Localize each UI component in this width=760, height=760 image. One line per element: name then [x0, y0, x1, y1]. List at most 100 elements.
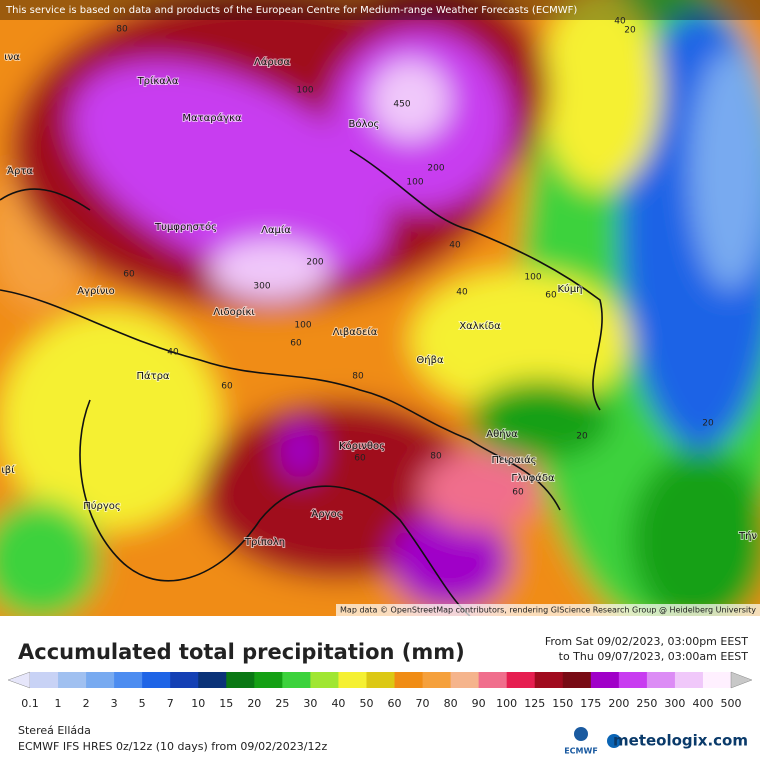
contour-label: 100 — [406, 178, 423, 188]
colorbar-tick-label: 3 — [111, 697, 118, 710]
city-label: Ματαράγκα — [182, 112, 242, 124]
city-label: Λιδορίκι — [213, 306, 255, 318]
colorbar-swatch — [58, 672, 87, 688]
colorbar-tick-label: 10 — [191, 697, 205, 710]
city-label: Τήν — [738, 530, 757, 542]
city-label: Τυμφρηστός — [154, 221, 217, 233]
colorbar-tick-label: 50 — [359, 697, 373, 710]
colorbar-tick-label: 100 — [496, 697, 517, 710]
ecmwf-text: ECMWF — [564, 747, 598, 756]
colorbar-tick-label: 15 — [219, 697, 233, 710]
colorbar-swatch — [590, 672, 620, 688]
model-run: ECMWF IFS HRES 0z/12z (10 days) from 09/… — [18, 740, 328, 753]
city-label: Χαλκίδα — [459, 320, 501, 332]
contour-label: 200 — [427, 164, 444, 174]
colorbar-swatch — [422, 672, 452, 688]
contour-label: 200 — [306, 258, 323, 268]
colorbar-tick-label: 250 — [636, 697, 657, 710]
city-label: Τρίκαλα — [137, 75, 179, 87]
colorbar-swatch — [534, 672, 564, 688]
city-label: Λιβαδεία — [333, 326, 378, 338]
colorbar-swatch — [506, 672, 536, 688]
city-label: Γλυφάδα — [511, 472, 555, 484]
ecmwf-logo — [574, 727, 588, 741]
colorbar-tick-label: 90 — [472, 697, 486, 710]
city-label: Άρτα — [7, 165, 33, 177]
colorbar-swatch — [226, 672, 255, 688]
contour-label: 40 — [456, 288, 468, 298]
precip-field — [0, 0, 760, 616]
colorbar-tick-label: 70 — [416, 697, 430, 710]
colorbar-tick-label: 2 — [83, 697, 90, 710]
city-label: Τρίπολη — [244, 536, 285, 548]
date-from: From Sat 09/02/2023, 03:00pm EEST — [545, 635, 748, 648]
region: Stereá Elláda — [18, 724, 91, 737]
colorbar-tick-label: 20 — [247, 697, 261, 710]
city-label: Βόλος — [349, 118, 380, 130]
contour-label: 80 — [430, 452, 442, 462]
attribution-bg — [336, 604, 760, 616]
colorbar-tick-label: 500 — [721, 697, 742, 710]
colorbar-swatch — [674, 672, 704, 688]
city-label: Λάρισα — [254, 56, 291, 68]
colorbar-swatch — [310, 672, 339, 688]
colorbar-swatch — [646, 672, 676, 688]
colorbar-swatch — [170, 672, 199, 688]
brand: meteologix.com — [613, 732, 748, 750]
brand-logo — [607, 734, 621, 748]
colorbar-tick-label: 1 — [55, 697, 62, 710]
colorbar-swatch — [142, 672, 171, 688]
contour-label: 60 — [290, 339, 302, 349]
colorbar-tick-label: 0.1 — [21, 697, 39, 710]
colorbar-tick-label: 125 — [524, 697, 545, 710]
contour-label: 60 — [354, 454, 366, 464]
colorbar-tick-label: 5 — [139, 697, 146, 710]
colorbar-swatch — [618, 672, 648, 688]
colorbar-swatch — [450, 672, 480, 688]
contour-label: 100 — [294, 321, 311, 331]
city-label: Άργος — [311, 508, 342, 520]
city-label: Κόρινθος — [339, 440, 385, 452]
colorbar-swatch — [702, 672, 732, 688]
colorbar-swatch — [562, 672, 592, 688]
contour-label: 40 — [449, 241, 461, 251]
contour-label: 300 — [253, 282, 270, 292]
colorbar-arrow — [730, 671, 753, 689]
colorbar-swatch — [86, 672, 115, 688]
colorbar-tick-label: 60 — [388, 697, 402, 710]
attribution: Map data © OpenStreetMap contributors, r… — [340, 606, 756, 615]
colorbar-tick-label: 30 — [303, 697, 317, 710]
colorbar-swatch — [114, 672, 143, 688]
contour-label: 60 — [123, 270, 135, 280]
city-label: Κύμη — [557, 283, 582, 295]
colorbar-tick-label: 7 — [167, 697, 174, 710]
city-label: ιβί — [1, 464, 15, 476]
map: This service is based on data and produc… — [0, 0, 760, 616]
colorbar-tick-label: 150 — [552, 697, 573, 710]
colorbar-tick-label: 25 — [275, 697, 289, 710]
colorbar-tick-label: 300 — [664, 697, 685, 710]
contour-label: 20 — [576, 432, 588, 442]
colorbar-tick-label: 400 — [692, 697, 713, 710]
date-to: to Thu 09/07/2023, 03:00am EEST — [559, 650, 749, 663]
legend-title: Accumulated total precipitation (mm) — [18, 640, 465, 664]
contour-label: 20 — [702, 419, 714, 429]
city-label: Πειραιάς — [491, 454, 536, 466]
colorbar-tick-label: 40 — [331, 697, 345, 710]
city-label: Πύργος — [83, 500, 121, 512]
contour-label: 450 — [393, 100, 410, 110]
city-label: Αγρίνιο — [77, 285, 115, 297]
contour-label: 40 — [614, 17, 626, 27]
contour-label: 60 — [512, 488, 524, 498]
colorbar-tick-label: 200 — [608, 697, 629, 710]
colorbar-swatch — [254, 672, 283, 688]
city-label: Θήβα — [416, 354, 444, 366]
header-text: This service is based on data and produc… — [5, 5, 577, 16]
contour-label: 20 — [624, 26, 636, 36]
colorbar-arrow — [7, 671, 31, 689]
colorbar-swatch — [282, 672, 311, 688]
contour-label: 60 — [545, 291, 557, 301]
city-label: Πάτρα — [136, 370, 169, 382]
contour-label: 40 — [167, 348, 179, 358]
